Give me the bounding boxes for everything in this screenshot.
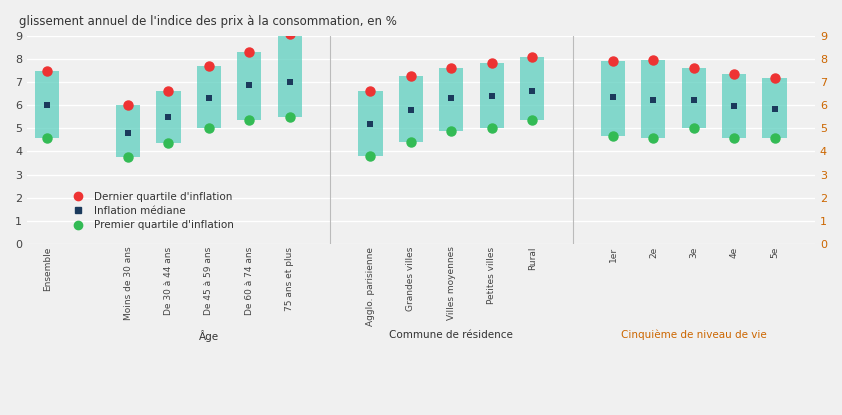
Bar [480, 63, 504, 128]
Bar [197, 66, 221, 128]
Legend: Dernier quartile d'inflation, Inflation médiane, Premier quartile d'inflation: Dernier quartile d'inflation, Inflation … [64, 188, 238, 234]
Bar [722, 74, 746, 138]
Text: Âge: Âge [199, 330, 219, 342]
Bar [237, 52, 261, 120]
Bar [520, 57, 544, 120]
Bar [642, 60, 665, 138]
Text: Cinquième de niveau de vie: Cinquième de niveau de vie [621, 330, 767, 340]
Bar [399, 76, 423, 142]
Bar [278, 34, 301, 117]
Bar [682, 68, 706, 128]
Text: glissement annuel de l'indice des prix à la consommation, en %: glissement annuel de l'indice des prix à… [19, 15, 397, 28]
Bar [359, 91, 382, 156]
Bar [35, 71, 59, 138]
Bar [116, 105, 140, 157]
Bar [440, 68, 463, 131]
Bar [157, 91, 180, 144]
Bar [601, 61, 625, 137]
Text: Commune de résidence: Commune de résidence [389, 330, 514, 340]
Bar [763, 78, 786, 138]
